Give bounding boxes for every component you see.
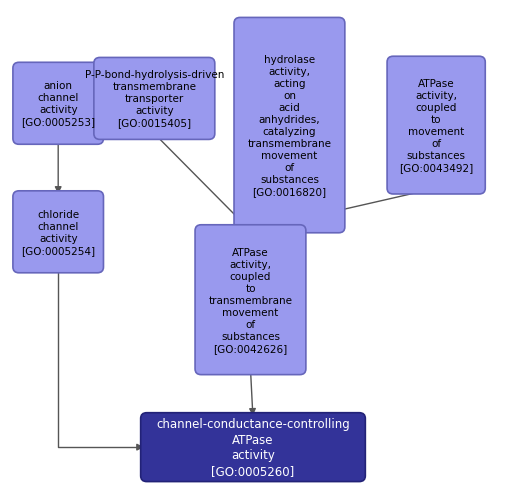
Text: channel-conductance-controlling
ATPase
activity
[GO:0005260]: channel-conductance-controlling ATPase a… xyxy=(156,418,349,477)
FancyBboxPatch shape xyxy=(13,191,103,273)
FancyBboxPatch shape xyxy=(140,413,365,482)
FancyBboxPatch shape xyxy=(194,226,305,375)
FancyBboxPatch shape xyxy=(13,63,103,145)
Text: hydrolase
activity,
acting
on
acid
anhydrides,
catalyzing
transmembrane
movement: hydrolase activity, acting on acid anhyd… xyxy=(247,55,331,197)
FancyBboxPatch shape xyxy=(386,57,484,195)
Text: P-P-bond-hydrolysis-driven
transmembrane
transporter
activity
[GO:0015405]: P-P-bond-hydrolysis-driven transmembrane… xyxy=(84,70,224,128)
FancyBboxPatch shape xyxy=(94,59,214,140)
Text: chloride
channel
activity
[GO:0005254]: chloride channel activity [GO:0005254] xyxy=(21,210,95,255)
Text: ATPase
activity,
coupled
to
transmembrane
movement
of
substances
[GO:0042626]: ATPase activity, coupled to transmembran… xyxy=(208,247,292,353)
Text: ATPase
activity,
coupled
to
movement
of
substances
[GO:0043492]: ATPase activity, coupled to movement of … xyxy=(398,79,472,173)
FancyBboxPatch shape xyxy=(233,18,344,233)
Text: anion
channel
activity
[GO:0005253]: anion channel activity [GO:0005253] xyxy=(21,81,95,127)
